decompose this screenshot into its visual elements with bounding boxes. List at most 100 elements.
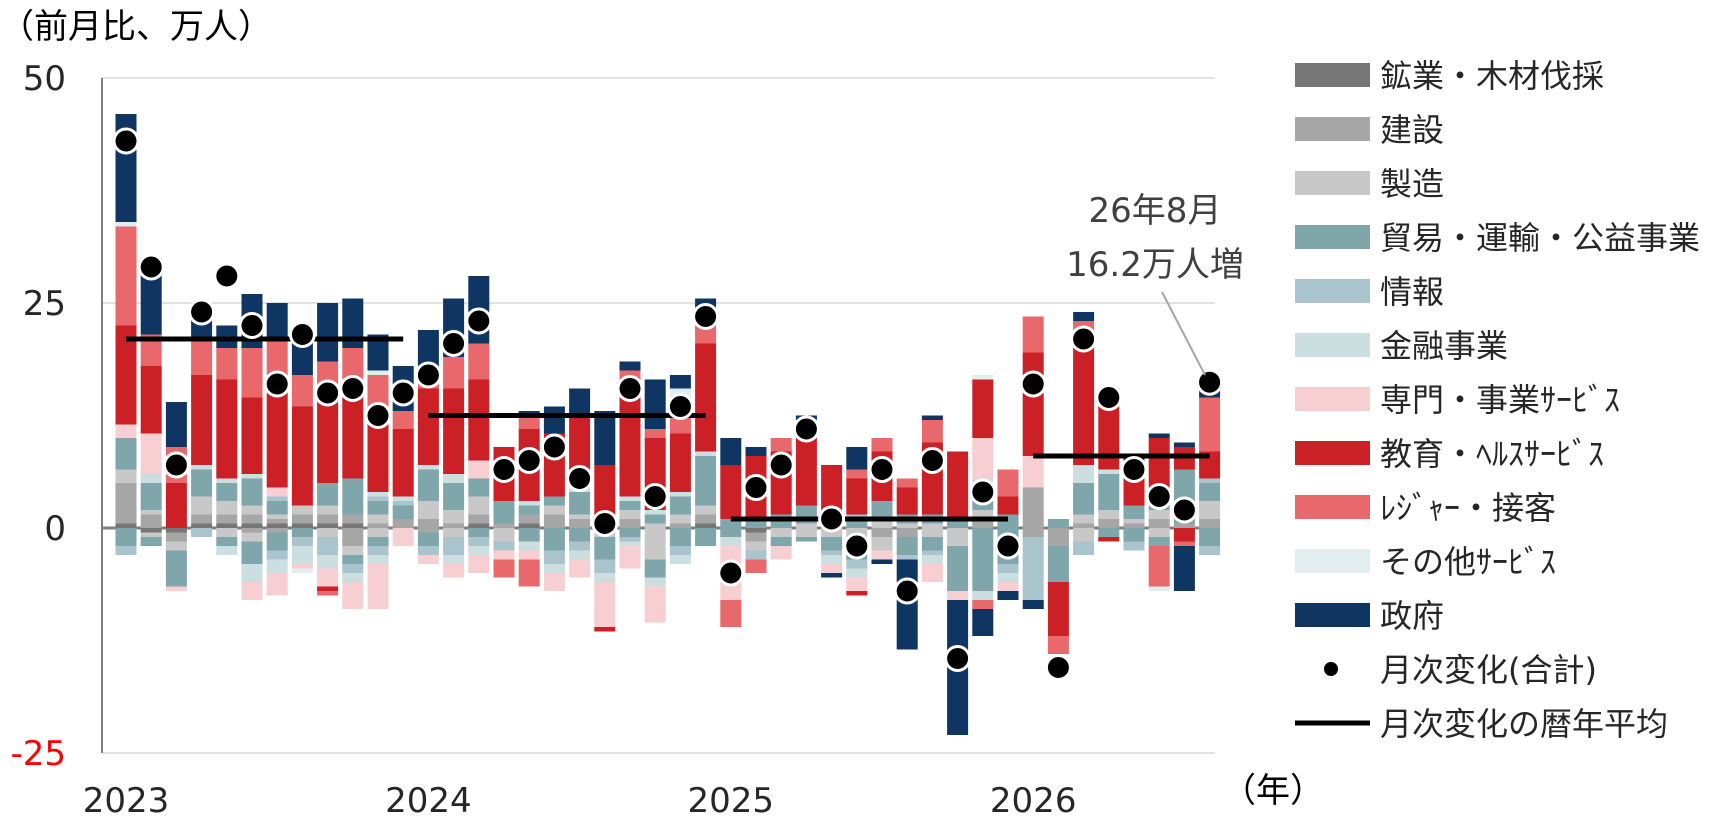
bar-segment-finance: [619, 496, 641, 501]
bar-segment-information: [821, 550, 843, 555]
bar-segment-leisure: [921, 420, 943, 443]
bar-segment-manufacturing: [115, 469, 137, 483]
bar-segment-professional: [594, 582, 616, 627]
total-dot: [843, 532, 871, 560]
bar-segment-health: [1073, 348, 1095, 465]
bar-segment-leisure: [493, 559, 515, 578]
bar-segment-leisure: [241, 348, 263, 398]
bar-segment-construction: [669, 523, 691, 528]
bar-segment-information: [342, 564, 364, 573]
total-dot: [591, 510, 619, 537]
bar-segment-construction: [115, 483, 137, 524]
legend-label: 政府: [1380, 597, 1444, 635]
total-dot: [162, 451, 190, 479]
bar-segment-information: [745, 550, 767, 560]
total-dot: [918, 447, 946, 474]
bar-segment-information: [594, 559, 616, 573]
bar-segment-finance: [140, 474, 162, 483]
bar-stack: [896, 478, 918, 650]
bar-segment-construction: [896, 528, 918, 537]
bar-segment-trade: [241, 541, 263, 564]
total-dot: [893, 577, 921, 605]
bar-segment-government: [1073, 312, 1095, 321]
total-dot: [515, 447, 543, 474]
bar-segment-leisure: [1199, 397, 1221, 452]
bar-segment-leisure: [140, 334, 162, 366]
bar-segment-health: [997, 496, 1019, 515]
bar-segment-professional: [392, 528, 414, 546]
bar-segment-construction: [392, 519, 414, 528]
bar-segment-professional: [997, 582, 1019, 591]
bar-segment-trade: [669, 496, 691, 515]
bar-segment-information: [1199, 546, 1221, 555]
total-dot: [188, 298, 216, 326]
bar-segment-other: [1148, 586, 1170, 591]
bar-segment-finance: [417, 465, 439, 470]
bar-segment-manufacturing: [871, 519, 893, 528]
y-tick-labels: 50 25 0 -25: [10, 59, 66, 774]
bar-segment-construction: [216, 514, 238, 524]
bar-segment-professional: [543, 573, 565, 591]
bar-segment-mining: [216, 523, 238, 528]
legend-label: 専門・事業ｻｰﾋﾞｽ: [1380, 381, 1620, 419]
total-dot: [1120, 456, 1148, 483]
bar-segment-trade: [770, 537, 792, 546]
bar-segment-mining: [291, 523, 313, 528]
bar-segment-mining: [266, 523, 288, 528]
bar-segment-mining: [241, 523, 263, 528]
bar-segment-leisure: [518, 415, 540, 429]
bar-segment-trade: [140, 483, 162, 510]
bar-segment-other: [367, 370, 389, 375]
bar-segment-trade: [165, 550, 187, 587]
bar-segment-leisure: [720, 600, 742, 627]
bar-segment-government: [972, 609, 994, 636]
y-tick-label: 25: [23, 284, 66, 324]
bar-segment-leisure: [468, 343, 490, 380]
bar-segment-trade: [266, 532, 288, 551]
bar-segment-professional: [115, 424, 137, 438]
bar-segment-government: [821, 573, 843, 578]
bar-stack: [291, 334, 313, 573]
bar-segment-government: [367, 334, 389, 371]
bar-segment-trade: [1073, 483, 1095, 515]
total-dot: [1170, 496, 1198, 524]
bar-segment-finance: [291, 546, 313, 564]
bar-segment-construction: [1199, 519, 1221, 528]
bar-segment-manufacturing: [468, 496, 490, 515]
bar-segment-construction: [165, 532, 187, 542]
bar-segment-health: [947, 451, 969, 519]
y-axis-unit-label: （前月比、万人）: [0, 7, 272, 47]
y-tick-label: 0: [44, 509, 66, 549]
bar-segment-finance: [619, 541, 641, 546]
bar-stack: [1047, 519, 1069, 654]
bar-segment-manufacturing: [896, 523, 918, 528]
bar-segment-professional: [417, 555, 439, 564]
bar-segment-trade: [417, 469, 439, 501]
bar-segment-professional: [972, 438, 994, 479]
bar-segment-construction: [417, 519, 439, 528]
bar-segment-professional: [468, 555, 490, 573]
total-dot: [238, 312, 266, 339]
bar-segment-professional: [1022, 456, 1044, 488]
bar-segment-professional: [569, 559, 591, 578]
bar-segment-professional: [518, 550, 540, 560]
total-dot: [994, 532, 1022, 560]
bar-segment-trade: [493, 501, 515, 524]
bar-segment-manufacturing: [493, 528, 515, 542]
bar-segment-trade: [367, 537, 389, 546]
bar-segment-trade: [921, 537, 943, 551]
bar-segment-trade: [947, 519, 969, 528]
legend-item-total: 月次変化(合計): [1324, 651, 1597, 689]
bar-segment-information: [317, 537, 339, 555]
bar-segment-construction: [1148, 519, 1170, 528]
bar-segment-construction: [1022, 528, 1044, 537]
total-dot: [1044, 654, 1072, 681]
bar-segment-mining: [317, 523, 339, 528]
legend-item-average: 月次変化の暦年平均: [1295, 705, 1668, 743]
legend-item-trade: 貿易・運輸・公益事業: [1295, 219, 1700, 257]
bar-segment-trade: [342, 478, 364, 515]
bar-segment-leisure: [317, 591, 339, 596]
bar-segment-health: [594, 465, 616, 519]
total-dot: [112, 127, 140, 155]
bar-segment-mining: [165, 528, 187, 533]
